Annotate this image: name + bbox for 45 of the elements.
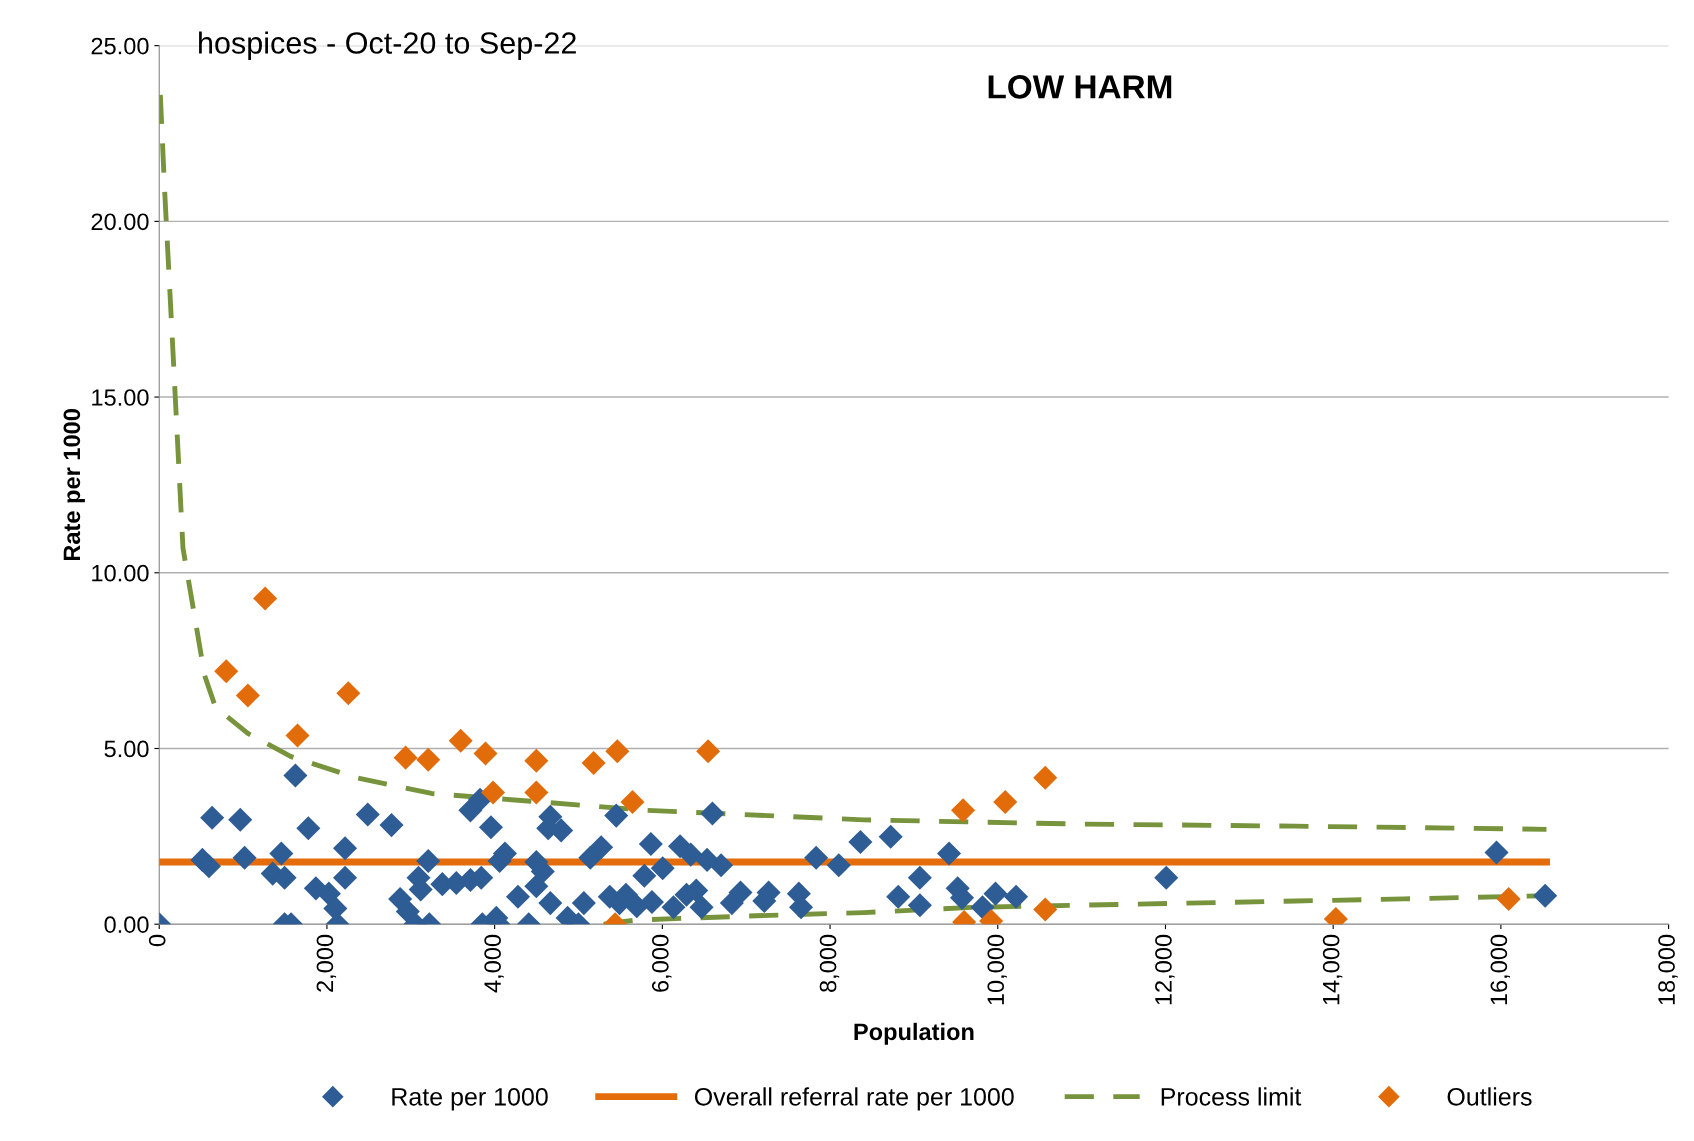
y-tick-label: 10.00 (92, 564, 149, 582)
point (285, 723, 310, 748)
point (1033, 765, 1058, 790)
point (448, 728, 473, 753)
point (605, 739, 630, 764)
x-tick-label: 2,000 (316, 934, 337, 992)
annotation: LOW HARM (988, 75, 1172, 99)
x-tick-label: 18,000 (1658, 934, 1678, 1005)
y-tick-label: 25.00 (91, 37, 149, 55)
x-tick-label: 0 (148, 934, 166, 947)
point (524, 780, 549, 805)
point (235, 683, 260, 708)
y-tick-label: 0.00 (104, 916, 149, 933)
chart-title: hospices - Oct-20 to Sep-22 (199, 31, 576, 60)
point (416, 747, 441, 772)
point (696, 739, 721, 764)
y-tick-label: 5.00 (104, 740, 149, 758)
point (951, 798, 976, 823)
x-tick-label: 12,000 (1155, 934, 1175, 1005)
x-tick-label: 4,000 (484, 934, 504, 993)
x-tick-label: 6,000 (651, 934, 672, 992)
y-axis-title: Rate per 1000 (63, 409, 85, 561)
point (1033, 897, 1058, 922)
point (473, 741, 498, 766)
point (581, 750, 606, 775)
point (393, 745, 418, 770)
x-tick-label: 8,000 (819, 934, 840, 992)
x-axis-title: Population (854, 1022, 974, 1045)
point (993, 789, 1018, 814)
point (481, 780, 506, 805)
x-tick-label: 14,000 (1322, 934, 1343, 1005)
point (1496, 886, 1521, 911)
y-tick-label: 20.00 (91, 213, 149, 231)
legend-label: Rate per 1000 (392, 1087, 548, 1111)
y-tick-label: 15.00 (92, 389, 149, 406)
point (336, 681, 361, 706)
legend-label: Process limit (1161, 1087, 1302, 1106)
legend-label: Outliers (1447, 1087, 1532, 1106)
point (214, 659, 239, 684)
x-tick-label: 16,000 (1490, 934, 1511, 1005)
x-tick-label: 10,000 (987, 934, 1007, 1005)
point (620, 789, 645, 814)
point (524, 748, 549, 773)
legend-label: Overall referral rate per 1000 (694, 1087, 1014, 1111)
point (253, 586, 278, 611)
